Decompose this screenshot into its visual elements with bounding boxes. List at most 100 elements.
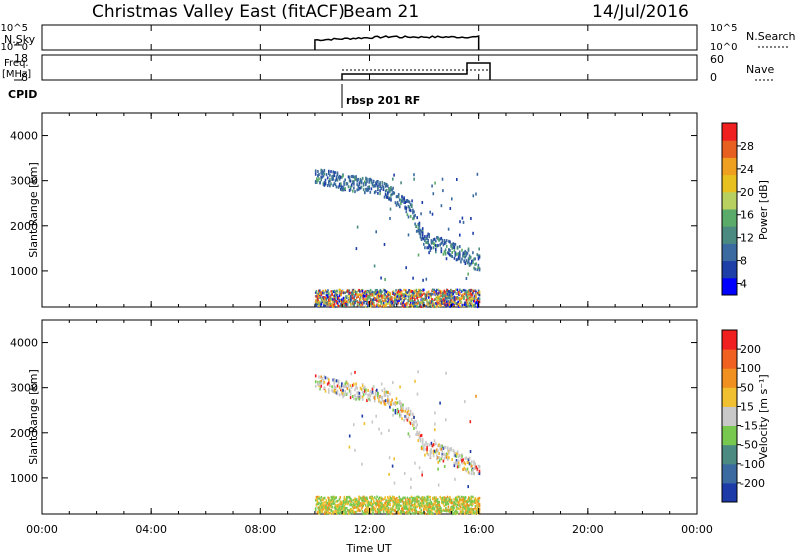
- echo-point: [473, 472, 475, 475]
- ground-scatter-point: [423, 502, 425, 505]
- ground-scatter-point: [373, 508, 375, 511]
- echo-point: [449, 240, 451, 244]
- echo-point: [383, 402, 386, 406]
- echo-point: [362, 188, 365, 192]
- ground-scatter-point: [388, 300, 391, 303]
- ground-scatter-point: [319, 292, 321, 296]
- echo-point: [440, 448, 443, 451]
- ground-scatter-point: [382, 303, 384, 306]
- ground-scatter-point: [442, 508, 445, 512]
- y-tick-label: 1000: [10, 265, 38, 278]
- echo-point: [461, 257, 463, 261]
- echo-point: [477, 263, 480, 267]
- ground-scatter-point: [435, 305, 437, 309]
- echo-point: [335, 379, 338, 383]
- ground-scatter-point: [462, 510, 464, 514]
- echo-point: [360, 185, 363, 189]
- echo-point: [403, 199, 405, 203]
- ground-scatter-point: [477, 289, 480, 292]
- ground-scatter-point: [455, 292, 458, 295]
- echo-point: [348, 434, 351, 438]
- echo-point: [459, 255, 461, 259]
- echo-point: [450, 243, 452, 247]
- echo-point: [336, 171, 339, 175]
- ground-scatter-point: [403, 303, 405, 307]
- echo-point: [404, 409, 406, 413]
- echo-point: [399, 415, 401, 419]
- echo-point: [442, 459, 445, 463]
- ground-scatter-point: [471, 504, 473, 507]
- echo-point: [349, 392, 352, 396]
- ground-scatter-point: [438, 503, 441, 507]
- ground-scatter-point: [337, 508, 340, 511]
- ground-scatter-point: [369, 503, 371, 507]
- echo-point: [349, 396, 352, 400]
- echo-point: [421, 442, 424, 446]
- echo-point: [464, 457, 467, 460]
- ground-scatter-point: [406, 503, 409, 506]
- echo-point: [343, 385, 345, 389]
- ground-scatter-point: [425, 498, 427, 501]
- echo-point: [417, 226, 420, 230]
- colorbar-tick-label: 24: [740, 163, 754, 176]
- x-axis-ticks: 00:00 04:00 08:00 12:00 16:00 20:00 00:00: [26, 25, 713, 536]
- ground-scatter-point: [367, 302, 369, 305]
- echo-point: [472, 259, 474, 263]
- ground-scatter-point: [318, 495, 320, 499]
- ground-scatter-point: [420, 505, 423, 508]
- ground-scatter-point: [360, 504, 363, 507]
- echo-point: [358, 395, 361, 399]
- ground-scatter-point: [404, 496, 406, 500]
- ground-scatter-point: [364, 508, 367, 511]
- echo-point: [405, 415, 408, 418]
- echo-point: [360, 179, 363, 183]
- ground-scatter-point: [373, 304, 376, 308]
- echo-point: [443, 250, 446, 254]
- ground-scatter-point: [376, 299, 378, 303]
- echo-point: [384, 189, 387, 193]
- echo-point: [403, 471, 406, 475]
- echo-point: [341, 384, 343, 388]
- ground-scatter-point: [444, 294, 446, 297]
- ground-scatter-point: [462, 508, 464, 511]
- ground-scatter-point: [436, 296, 439, 299]
- echo-point: [399, 205, 401, 209]
- ground-scatter-point: [451, 501, 454, 504]
- echo-point: [390, 197, 392, 201]
- x-tick-label: 12:00: [354, 523, 386, 536]
- ground-scatter-point: [413, 302, 415, 306]
- echo-point: [333, 171, 336, 175]
- ground-scatter-point: [444, 499, 446, 502]
- ground-scatter-point: [443, 504, 446, 508]
- ground-scatter-point: [405, 293, 408, 296]
- ground-scatter-point: [432, 288, 434, 291]
- echo-point: [349, 384, 352, 388]
- echo-point: [333, 378, 336, 382]
- ground-scatter-point: [463, 505, 465, 509]
- ground-scatter-point: [341, 507, 343, 510]
- ground-scatter-point: [472, 500, 474, 503]
- ground-scatter-point: [329, 511, 332, 515]
- echo-point: [409, 203, 412, 207]
- echo-point: [357, 184, 360, 188]
- ground-scatter-point: [473, 501, 476, 504]
- ground-scatter-point: [320, 507, 323, 510]
- echo-point: [465, 277, 468, 280]
- echo-point: [419, 228, 422, 232]
- ground-scatter-point: [349, 291, 351, 295]
- echo-point: [396, 407, 399, 411]
- ground-scatter-point: [387, 507, 390, 510]
- ground-scatter-point: [388, 301, 391, 305]
- ground-scatter-point: [399, 297, 401, 301]
- ground-scatter-point: [358, 508, 360, 512]
- echo-point: [379, 189, 381, 193]
- echo-point: [440, 457, 443, 461]
- echo-point: [362, 393, 365, 397]
- ground-scatter-point: [455, 512, 458, 515]
- echo-point: [456, 246, 459, 250]
- echo-point: [344, 187, 346, 191]
- ground-scatter-point: [350, 297, 353, 300]
- echo-point: [433, 439, 436, 443]
- ground-scatter-point: [362, 499, 364, 503]
- ground-scatter-point: [412, 291, 414, 294]
